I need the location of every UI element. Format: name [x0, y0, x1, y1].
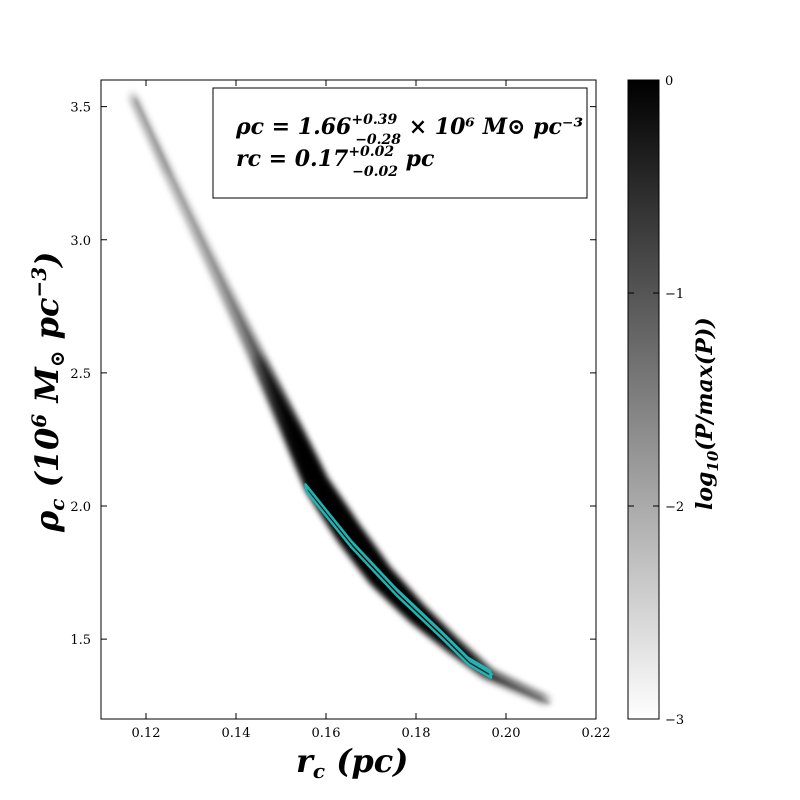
y-axis-label: ρc (106 M⊙ pc−3): [27, 252, 69, 533]
credible-contour: [304, 483, 494, 679]
colorbar-tick-label: −1: [665, 287, 684, 302]
rho-lower-error: −0.28: [355, 132, 401, 148]
y-tick-label: 3.5: [70, 101, 91, 116]
rho-estimate: ρc = 1.66+0.39 −0.28 × 10⁶ M⊙ pc⁻³: [235, 112, 584, 148]
x-tick-label: 0.16: [312, 726, 341, 741]
y-tick-label: 2.0: [70, 500, 91, 515]
y-tick-label: 3.0: [70, 234, 91, 249]
density-core-segment: [545, 700, 552, 706]
x-tick-label: 0.12: [132, 726, 161, 741]
y-tick-label: 1.5: [70, 633, 91, 648]
x-tick-label: 0.18: [402, 726, 431, 741]
rho-upper-error: +0.39: [351, 112, 397, 128]
colorbar: 0 −1 −2 −3 log10(P/max(P)): [627, 74, 722, 728]
colorbar-tick-label: −3: [665, 713, 684, 728]
contour-inner-line: [307, 487, 494, 676]
colorbar-tick-label: 0: [665, 74, 673, 89]
x-axis-label: rc (pc): [296, 742, 408, 783]
x-tick-label: 0.20: [492, 726, 521, 741]
colorbar-ticks: 0 −1 −2 −3: [628, 74, 684, 728]
rc-lower-error: −0.02: [352, 164, 398, 180]
x-tick-label: 0.22: [582, 726, 611, 741]
colorbar-tick-label: −2: [665, 500, 684, 515]
x-tick-label: 0.14: [222, 726, 251, 741]
plot-frame: [100, 79, 597, 720]
rc-estimate: rc = 0.17+0.02 −0.02 pc: [236, 144, 435, 180]
rc-upper-error: +0.02: [348, 144, 394, 160]
x-axis-ticks: 0.12 0.14 0.16 0.18 0.20 0.22: [132, 80, 611, 741]
colorbar-label: log10(P/max(P)): [692, 317, 722, 510]
y-tick-label: 2.5: [70, 367, 91, 382]
annotation-box: ρc = 1.66+0.39 −0.28 × 10⁶ M⊙ pc⁻³ rc = 0…: [212, 87, 588, 199]
y-axis-ticks: 1.5 2.0 2.5 3.0 3.5: [70, 101, 596, 648]
colorbar-gradient: [627, 79, 660, 720]
